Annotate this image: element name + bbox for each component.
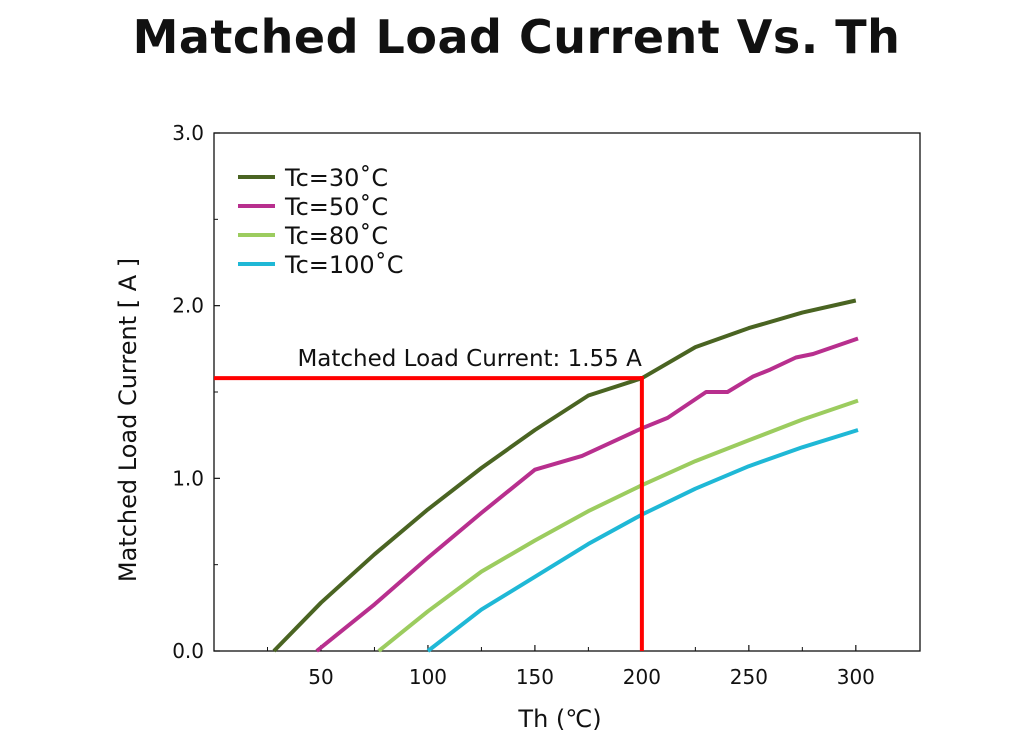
series-line-1 <box>272 298 857 653</box>
legend-label-1: Tc=30˚C <box>284 164 388 192</box>
x-tick-label: 100 <box>409 665 447 689</box>
x-axis-title: Th (℃) <box>517 705 601 733</box>
y-axis-title: Matched Load Current [ A ] <box>114 258 142 582</box>
annotation-label: Matched Load Current: 1.55 A <box>297 346 642 372</box>
series-line-3 <box>377 398 859 653</box>
x-tick-label: 250 <box>730 665 768 689</box>
x-tick-label: 150 <box>516 665 554 689</box>
x-tick-label: 300 <box>837 665 875 689</box>
x-tick-label: 200 <box>623 665 661 689</box>
chart-title: Matched Load Current Vs. Th <box>132 10 901 64</box>
series-line-2 <box>315 336 859 653</box>
legend-label-4: Tc=100˚C <box>284 251 403 279</box>
legend-label-2: Tc=50˚C <box>284 193 388 221</box>
y-tick-label: 1.0 <box>172 466 204 490</box>
legend-label-3: Tc=80˚C <box>284 222 388 250</box>
x-tick-label: 50 <box>308 665 333 689</box>
y-tick-label: 2.0 <box>172 294 204 318</box>
y-tick-label: 0.0 <box>172 639 204 663</box>
y-tick-label: 3.0 <box>172 121 204 145</box>
